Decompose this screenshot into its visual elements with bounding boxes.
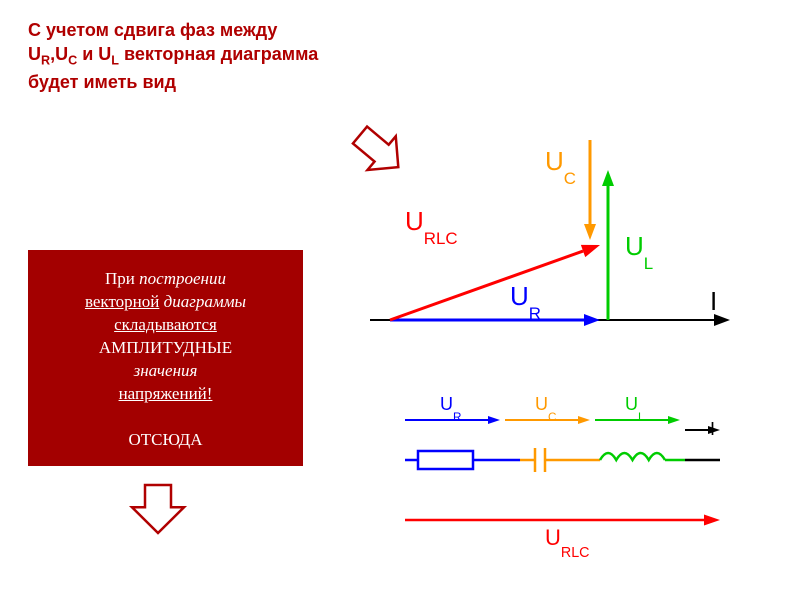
svg-text:UL: UL [625,231,653,273]
svg-text:URLC: URLC [405,206,458,248]
svg-text:I: I [710,419,715,439]
svg-text:I: I [710,286,717,316]
svg-text:UC: UC [545,146,576,188]
diagram-svg: IURULUCURLCURUCULIURLC [0,0,800,600]
svg-text:UR: UR [510,281,541,323]
svg-text:URLC: URLC [545,525,590,561]
